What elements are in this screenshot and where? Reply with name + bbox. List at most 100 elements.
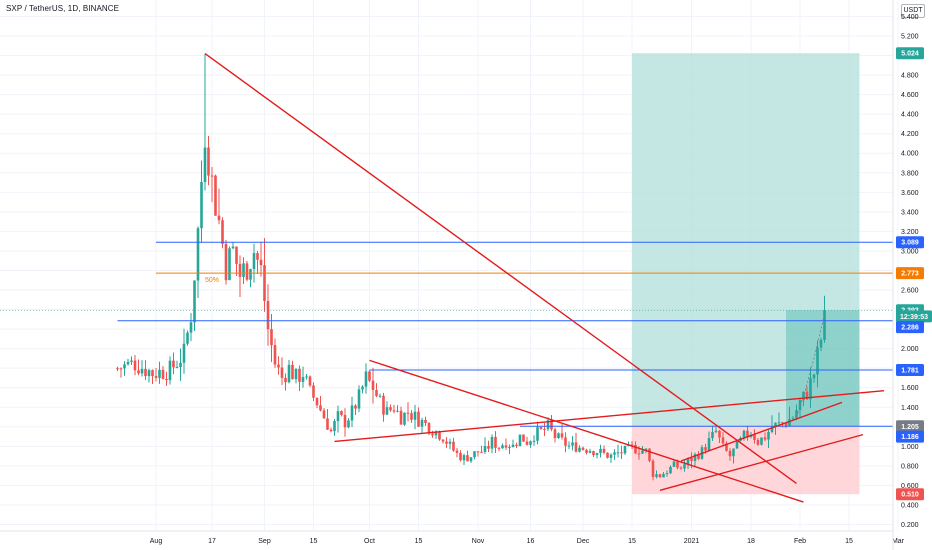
candle-body (228, 248, 231, 281)
candle-body (203, 147, 207, 183)
candle-body (690, 458, 693, 461)
candle-body (543, 428, 546, 430)
candle-body (620, 452, 623, 454)
candle-body (333, 421, 336, 432)
candles (116, 53, 826, 481)
candle-body (742, 430, 746, 438)
candle-body (511, 444, 515, 448)
candle-body (546, 420, 550, 430)
x-tick-label: Dec (577, 538, 590, 545)
candle-body (634, 445, 637, 454)
drawings: 50% (0, 53, 893, 503)
candle-body (592, 451, 595, 456)
candle-body (805, 391, 809, 400)
candle-body (371, 380, 375, 391)
candle-body (781, 422, 784, 424)
x-tick-label: Nov (472, 538, 485, 545)
candle-body (725, 443, 728, 451)
candle-body (585, 449, 588, 453)
candle-body (168, 360, 172, 381)
candle-body (466, 455, 469, 462)
candle-body (623, 445, 627, 454)
candle-body (172, 360, 175, 368)
x-tick-label: Sep (258, 538, 271, 545)
candle-body (319, 405, 322, 411)
candle-body (809, 378, 812, 400)
candle-body (494, 436, 497, 448)
candle-body (609, 454, 613, 458)
candle-body (735, 440, 739, 449)
price-badges: 5.0243.0892.7732.39312:39:532.2861.7811.… (896, 47, 932, 501)
y-tick-label: 5.400 (901, 14, 919, 21)
candle-body (508, 447, 511, 449)
candle-body (354, 405, 357, 409)
candle-body (259, 259, 263, 266)
candle-body (434, 431, 438, 436)
candle-body (242, 263, 245, 277)
x-tick-label: 17 (208, 538, 216, 545)
candle-body (396, 410, 399, 412)
y-tick-label: 2.000 (901, 346, 919, 353)
candle-body (238, 263, 242, 277)
candle-body (382, 395, 385, 415)
candle-body (557, 433, 560, 439)
candle-body (515, 444, 518, 446)
candle-body (448, 441, 452, 444)
candle-body (403, 412, 406, 425)
candle-body (161, 369, 165, 379)
y-tick-label: 4.400 (901, 112, 919, 119)
candle-body (501, 445, 504, 449)
y-tick-label: 3.800 (901, 170, 919, 177)
candle-body (588, 451, 592, 453)
candle-body (662, 474, 665, 478)
candle-body (595, 453, 599, 456)
candle-body (812, 374, 816, 379)
candle-body (445, 441, 448, 444)
candle-body (263, 265, 266, 302)
candle-body (413, 411, 417, 420)
candle-body (581, 447, 585, 450)
candle-body (193, 280, 196, 323)
position-zones (632, 53, 860, 495)
candle-body (816, 347, 819, 375)
candle-body (123, 364, 126, 369)
price-badge (896, 420, 924, 433)
candle-body (301, 377, 305, 382)
candle-body (385, 407, 389, 415)
candle-body (473, 451, 476, 458)
currency-button[interactable]: USDT (901, 4, 925, 18)
candle-body (714, 430, 718, 432)
candle-body (462, 455, 466, 461)
candle-body (182, 343, 186, 363)
candle-body (599, 448, 602, 454)
candle-body (133, 360, 137, 371)
y-tick-label: 4.800 (901, 73, 919, 80)
candle-body (347, 420, 350, 428)
candle-body (196, 228, 200, 281)
candle-body (284, 377, 287, 383)
price-badge-label: 2.773 (901, 271, 919, 278)
price-badge (896, 236, 924, 249)
price-badge-label: 3.089 (901, 240, 919, 247)
candle-body (777, 422, 781, 424)
stop-zone (632, 426, 860, 495)
candle-body (326, 418, 329, 430)
symbol-title: SXP / TetherUS, 1D, BINANCE (6, 4, 120, 13)
target-zone (632, 53, 860, 427)
candle-body (567, 445, 571, 447)
y-tick-label: 5.200 (901, 34, 919, 41)
candle-body (718, 430, 721, 438)
y-tick-label: 3.400 (901, 209, 919, 216)
candle-body (231, 246, 235, 249)
candle-body (224, 243, 228, 281)
x-tick-label: Feb (794, 538, 806, 545)
y-tick-label: 2.600 (901, 288, 919, 295)
candle-body (399, 410, 403, 425)
y-tick-label: 0.200 (901, 522, 919, 529)
candle-body (249, 269, 252, 280)
candle-body (490, 436, 494, 449)
candle-body (788, 419, 791, 426)
candle-body (221, 220, 224, 244)
projection-path (796, 313, 825, 418)
